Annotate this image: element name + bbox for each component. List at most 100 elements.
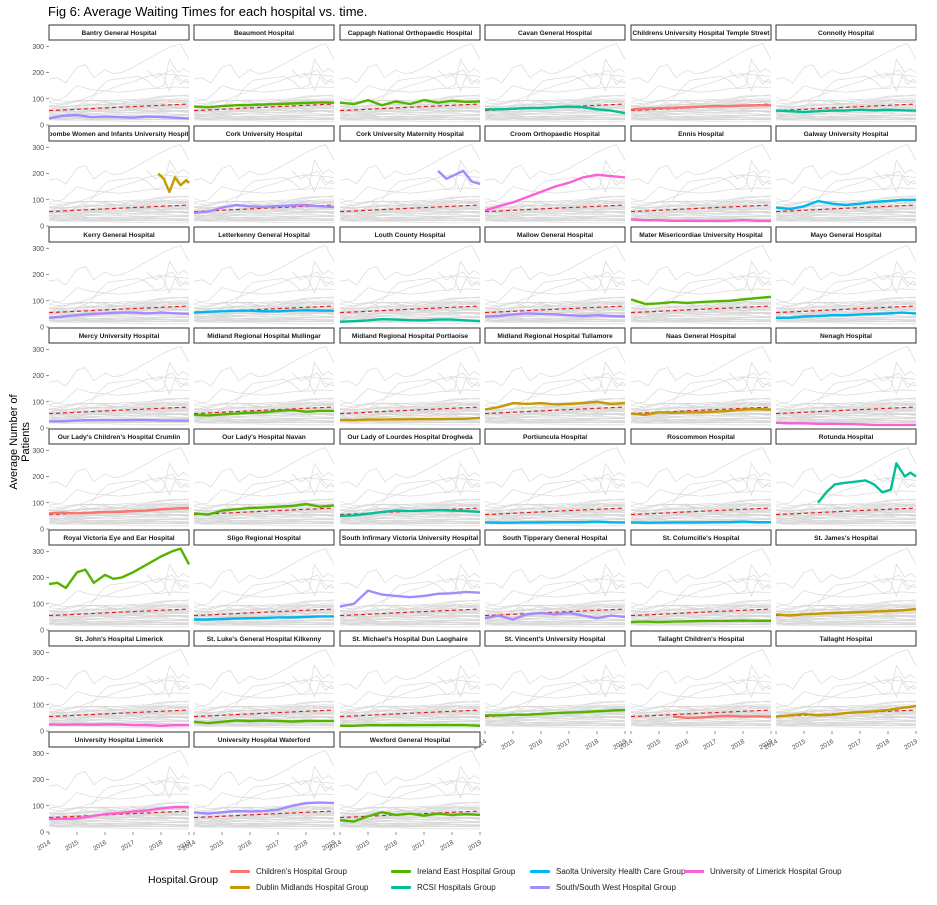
y-tick-label: 200 — [32, 777, 44, 784]
average-reference-line — [339, 608, 481, 617]
background-series-line — [484, 519, 625, 522]
background-series-line — [90, 462, 190, 504]
background-series-line — [193, 208, 335, 216]
background-series-line — [739, 678, 772, 698]
hospital-series-line — [775, 607, 917, 617]
background-series-line — [630, 600, 772, 612]
hospital-series-line — [776, 311, 917, 319]
background-series-line — [48, 215, 189, 219]
background-series-line — [630, 316, 771, 320]
hospital-series-line — [630, 295, 772, 306]
background-series-line — [485, 301, 625, 315]
background-series-line — [48, 447, 190, 488]
background-series-line — [339, 316, 480, 320]
background-series-line — [672, 664, 772, 706]
y-tick-label: 0 — [40, 325, 44, 332]
y-tick-label: 300 — [32, 44, 44, 51]
background-series-line — [340, 211, 480, 216]
background-series-line — [193, 619, 334, 623]
facet-strip-label: Beaumont Hospital — [234, 30, 294, 37]
background-series-line — [526, 513, 626, 517]
background-series-line — [630, 721, 771, 724]
background-series-line — [630, 649, 772, 690]
background-series-line — [339, 199, 481, 208]
background-series-line — [193, 780, 335, 817]
background-series-line — [672, 614, 772, 618]
background-series-line — [484, 398, 626, 410]
legend-label: Children's Hospital Group — [256, 866, 347, 876]
background-series-line — [775, 623, 916, 626]
background-series-line — [48, 199, 190, 208]
background-series-line — [48, 275, 190, 312]
x-tick-label: 2016 — [237, 839, 253, 852]
background-series-line — [884, 375, 917, 395]
background-series-line — [485, 503, 625, 517]
average-reference-line — [48, 608, 190, 617]
background-series-line — [776, 515, 916, 519]
x-tick-label: 2018 — [730, 738, 746, 751]
y-tick-label: 300 — [32, 145, 44, 152]
background-series-line — [672, 513, 772, 517]
x-tick-label: 2018 — [439, 839, 455, 852]
background-series-line — [526, 361, 626, 403]
facet-panel: Croom Orthopaedic Hospital — [484, 125, 626, 224]
background-series-line — [194, 110, 334, 115]
background-series-line — [48, 612, 190, 620]
background-series-line — [193, 814, 335, 822]
background-series-line — [339, 104, 481, 115]
background-series-line — [48, 73, 190, 110]
background-series-line — [193, 518, 334, 522]
facet-strip — [775, 125, 917, 142]
legend-label: University of Limerick Hospital Group — [710, 866, 842, 876]
y-tick-label: 300 — [32, 751, 44, 758]
background-series-line — [339, 208, 481, 216]
background-series-line — [339, 710, 481, 721]
background-series-line — [194, 414, 334, 418]
background-series-line — [340, 515, 480, 519]
background-series-line — [48, 725, 189, 729]
background-series-line — [775, 43, 917, 84]
background-series-line — [48, 511, 190, 519]
facet-strip-label: Tallaght Hospital — [820, 636, 873, 643]
background-series-line — [630, 417, 771, 421]
background-series-line — [146, 170, 190, 185]
background-series-line — [631, 118, 772, 121]
background-series-line — [728, 473, 772, 488]
background-series-line — [873, 69, 917, 84]
y-tick-label: 0 — [40, 729, 44, 736]
background-series-line — [484, 407, 626, 418]
background-series-line — [484, 245, 626, 286]
hospital-series-line — [49, 805, 189, 821]
background-series-line — [48, 119, 189, 123]
facet-panel: Cork University Hospital — [193, 125, 335, 224]
background-series-line — [485, 219, 626, 222]
background-series-line — [48, 306, 190, 317]
facet-strip — [193, 24, 335, 41]
facet-panel: Mater Misericordiae University Hospital — [630, 226, 772, 325]
background-series-line — [194, 724, 335, 727]
background-series-line — [775, 720, 916, 724]
background-series-line — [194, 301, 334, 315]
background-series-line — [775, 679, 917, 716]
background-series-line — [582, 69, 626, 84]
facet-panel: Cavan General Hospital — [484, 24, 626, 123]
background-series-line — [484, 410, 626, 418]
background-series-line — [448, 375, 481, 395]
background-series-line — [194, 818, 334, 822]
background-series-line — [381, 614, 481, 618]
background-series-line — [340, 616, 480, 620]
background-series-line — [817, 664, 917, 706]
background-series-line — [484, 215, 625, 219]
background-series-line — [484, 725, 625, 729]
background-series-line — [484, 489, 626, 506]
background-series-line — [48, 220, 189, 224]
x-tick-label: 2017 — [120, 839, 136, 852]
background-series-line — [630, 346, 772, 387]
background-series-line — [48, 822, 189, 825]
background-series-line — [48, 245, 190, 286]
background-series-line — [193, 220, 334, 224]
x-tick-label: 2018 — [584, 738, 600, 751]
background-series-line — [193, 519, 334, 522]
facet-strip-label: Cork University Hospital — [226, 131, 303, 138]
background-series-line — [339, 548, 481, 589]
